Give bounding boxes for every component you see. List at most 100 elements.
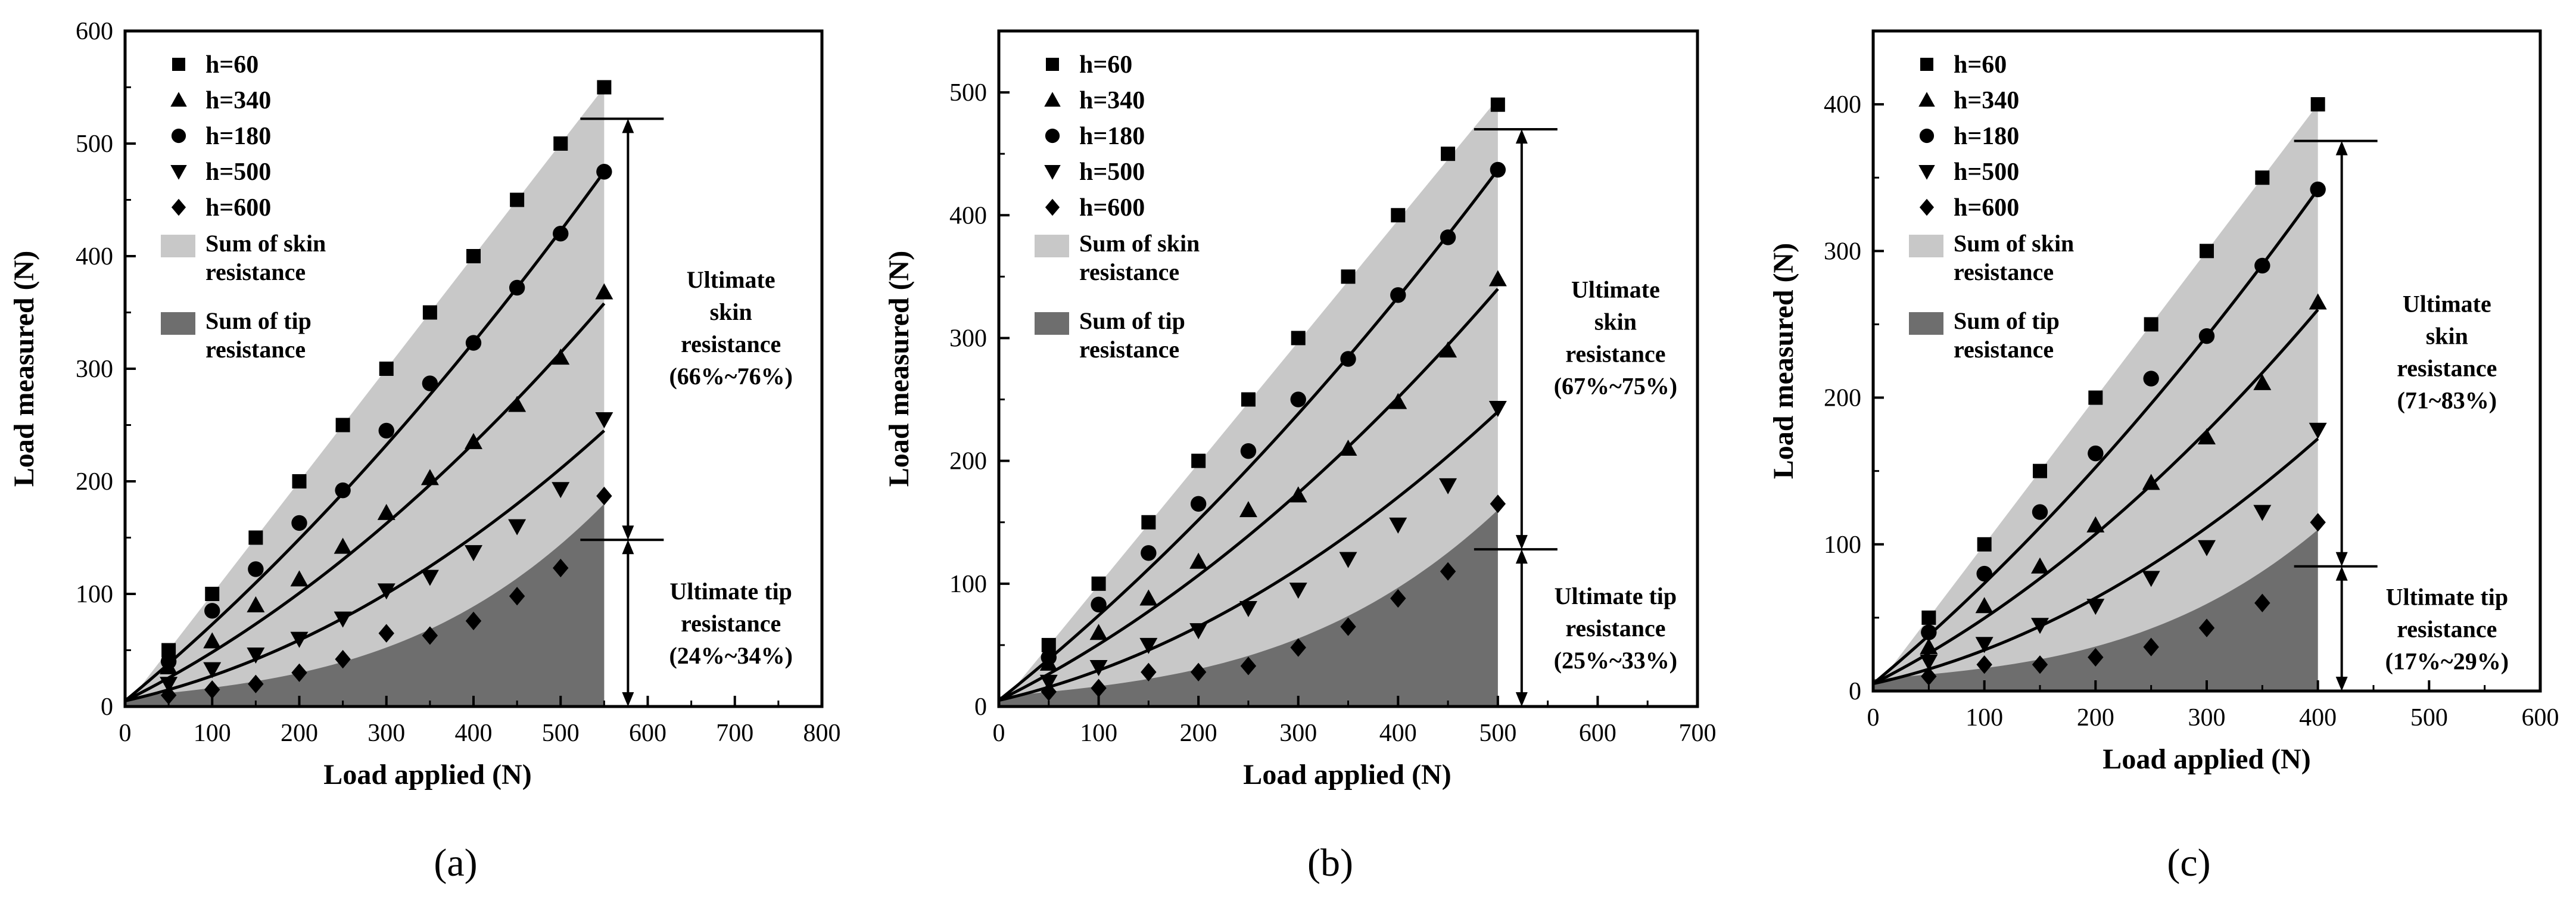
legend-area-label: Sum of skin bbox=[1079, 230, 1200, 257]
tip-arrow-head-bottom bbox=[2335, 677, 2348, 691]
legend-marker bbox=[1044, 92, 1061, 107]
legend-area-label: resistance bbox=[1954, 259, 2054, 285]
marker-h-340 bbox=[1139, 589, 1158, 606]
x-tick-label: 400 bbox=[455, 720, 493, 747]
tip-annotation-text: (25%~33%) bbox=[1554, 647, 1677, 674]
legend-label: h=60 bbox=[1954, 51, 2007, 79]
marker-h-600 bbox=[596, 486, 612, 506]
x-axis-label: Load applied (N) bbox=[2102, 743, 2310, 775]
marker-h-60 bbox=[1241, 392, 1256, 407]
y-tick-label: 200 bbox=[76, 468, 113, 496]
marker-h-180 bbox=[2254, 257, 2270, 274]
y-tick-label: 300 bbox=[949, 325, 987, 352]
marker-h-600 bbox=[465, 611, 482, 630]
tip-annotation-text: resistance bbox=[681, 610, 781, 637]
skin-arrow-head-top bbox=[622, 119, 634, 133]
marker-h-500 bbox=[2198, 540, 2216, 556]
x-tick-label: 200 bbox=[2077, 704, 2114, 732]
marker-h-180 bbox=[204, 603, 220, 619]
marker-h-180 bbox=[1091, 596, 1107, 613]
marker-h-60 bbox=[2088, 390, 2103, 405]
marker-h-340 bbox=[1439, 341, 1457, 358]
marker-h-600 bbox=[1490, 494, 1506, 513]
fit-curve-h-180 bbox=[998, 169, 1499, 702]
marker-h-500 bbox=[2253, 505, 2272, 521]
legend-area-label: resistance bbox=[1954, 336, 2054, 363]
legend-marker bbox=[1045, 198, 1060, 216]
x-tick-label: 400 bbox=[2299, 704, 2337, 732]
skin-arrow-head-bottom bbox=[2335, 552, 2348, 567]
fit-curve-h-340 bbox=[998, 288, 1499, 702]
marker-h-600 bbox=[160, 686, 177, 705]
legend-marker bbox=[170, 92, 187, 107]
skin-annotation-text: resistance bbox=[1565, 341, 1665, 368]
panel-b: 0 100 200 300 400 500 600 700 0 100 200 300 400 500 Lo… bbox=[883, 29, 1717, 885]
legend-marker bbox=[1919, 128, 1935, 144]
marker-h-500 bbox=[290, 631, 309, 648]
marker-h-340 bbox=[334, 537, 352, 554]
legend-marker bbox=[1918, 165, 1935, 180]
legend-label: h=180 bbox=[205, 123, 271, 150]
y-tick-label: 200 bbox=[949, 448, 987, 475]
marker-h-600 bbox=[509, 587, 525, 606]
marker-h-500 bbox=[1975, 637, 1993, 653]
marker-h-340 bbox=[2142, 474, 2160, 490]
y-tick-label: 400 bbox=[76, 243, 113, 270]
marker-h-340 bbox=[1975, 597, 1993, 614]
y-tick-label: 600 bbox=[76, 18, 113, 45]
legend-label: h=340 bbox=[1954, 87, 2019, 114]
marker-h-180 bbox=[160, 653, 177, 670]
marker-h-60 bbox=[1091, 576, 1106, 591]
skin-arrow-head-bottom bbox=[622, 525, 634, 540]
tip-arrow-head-top bbox=[2335, 566, 2348, 581]
marker-h-500 bbox=[377, 583, 395, 600]
panel-label: (b) bbox=[1307, 841, 1353, 885]
marker-h-500 bbox=[160, 677, 178, 693]
marker-h-500 bbox=[552, 482, 570, 499]
marker-h-500 bbox=[1089, 660, 1108, 677]
legend-skin-swatch bbox=[161, 235, 195, 257]
x-axis-label: Load applied (N) bbox=[1243, 759, 1451, 790]
y-tick-label: 0 bbox=[974, 693, 987, 721]
x-tick-label: 300 bbox=[367, 720, 405, 747]
fit-curve-h-500 bbox=[998, 410, 1499, 702]
marker-h-340 bbox=[1089, 624, 1108, 640]
legend-area-label: resistance bbox=[1079, 336, 1179, 363]
marker-h-60 bbox=[1977, 537, 1992, 552]
legend-marker bbox=[1044, 165, 1061, 180]
marker-h-180 bbox=[596, 164, 612, 180]
x-tick-label: 100 bbox=[1966, 704, 2003, 732]
fit-curve-h-340 bbox=[1872, 309, 2319, 685]
skin-annotation-text: Ultimate bbox=[1571, 276, 1660, 303]
marker-h-340 bbox=[290, 570, 309, 587]
y-tick-label: 0 bbox=[1849, 678, 1861, 705]
marker-h-60 bbox=[1341, 269, 1356, 284]
marker-h-180 bbox=[465, 335, 482, 351]
y-tick-label: 100 bbox=[949, 571, 987, 598]
marker-h-180 bbox=[1290, 391, 1306, 407]
marker-h-60 bbox=[2144, 317, 2158, 332]
marker-h-500 bbox=[247, 648, 265, 664]
legend-marker bbox=[1920, 58, 1933, 71]
legend-label: h=180 bbox=[1079, 123, 1145, 150]
marker-h-180 bbox=[1440, 229, 1456, 245]
tip-annotation-text: resistance bbox=[1565, 615, 1665, 642]
marker-h-600 bbox=[553, 558, 569, 578]
marker-h-500 bbox=[2142, 571, 2160, 587]
x-tick-label: 500 bbox=[542, 720, 580, 747]
marker-h-600 bbox=[248, 674, 264, 693]
marker-h-500 bbox=[1488, 400, 1507, 417]
x-tick-label: 0 bbox=[119, 720, 132, 747]
fit-curve-h-180 bbox=[124, 170, 606, 702]
skin-annotation-text: Ultimate bbox=[2403, 291, 2491, 318]
panel-label: (a) bbox=[434, 841, 477, 885]
marker-h-600 bbox=[1190, 662, 1207, 681]
marker-h-500 bbox=[1289, 583, 1307, 599]
marker-h-340 bbox=[1239, 501, 1257, 518]
marker-h-500 bbox=[465, 545, 482, 562]
marker-h-60 bbox=[1391, 208, 1406, 223]
marker-h-500 bbox=[1239, 601, 1257, 618]
marker-h-180 bbox=[509, 279, 525, 296]
skin-annotation-text: skin bbox=[1594, 309, 1637, 335]
